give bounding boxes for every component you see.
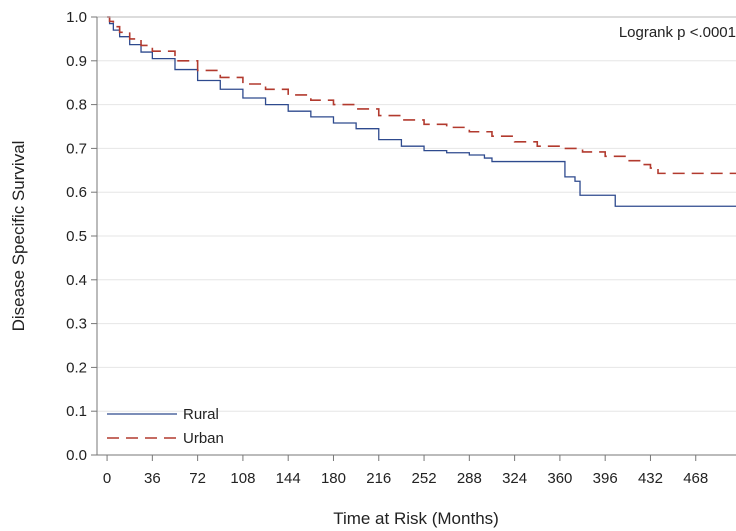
survival-curve-urban xyxy=(107,16,736,175)
x-tick-label: 288 xyxy=(457,470,482,487)
x-tick-label: 324 xyxy=(502,470,527,487)
legend-label-rural: Rural xyxy=(183,406,219,423)
y-tick-label: 0.0 xyxy=(66,447,87,464)
y-tick-label: 0.5 xyxy=(66,228,87,245)
y-tick-label: 0.6 xyxy=(66,184,87,201)
legend: Rural Urban xyxy=(107,406,224,447)
x-axis-ticks: 0 36 72 108 144 180 216 252 288 324 360 396 432 468 xyxy=(103,455,708,487)
y-tick-label: 0.3 xyxy=(66,316,87,333)
x-tick-label: 144 xyxy=(276,470,301,487)
x-axis-title: Time at Risk (Months) xyxy=(333,509,499,528)
gridlines xyxy=(97,60,736,412)
logrank-annotation: Logrank p <.0001 xyxy=(619,24,736,41)
x-tick-label: 72 xyxy=(189,470,206,487)
x-tick-label: 432 xyxy=(638,470,663,487)
y-tick-label: 0.1 xyxy=(66,403,87,420)
y-axis-ticks: 0.0 0.1 0.2 0.3 0.4 0.5 0.6 0.7 0.8 0.9 1.0 xyxy=(66,9,97,464)
x-tick-label: 180 xyxy=(321,470,346,487)
y-axis-title: Disease Specific Survival xyxy=(9,141,28,332)
y-tick-label: 0.9 xyxy=(66,53,87,70)
y-tick-label: 0.2 xyxy=(66,359,87,376)
survival-curve-rural xyxy=(107,16,736,207)
x-tick-label: 36 xyxy=(144,470,161,487)
x-tick-label: 360 xyxy=(547,470,572,487)
y-tick-label: 0.8 xyxy=(66,97,87,114)
x-tick-label: 0 xyxy=(103,470,111,487)
y-tick-label: 0.7 xyxy=(66,140,87,157)
x-tick-label: 252 xyxy=(412,470,437,487)
x-tick-label: 216 xyxy=(366,470,391,487)
x-tick-label: 396 xyxy=(593,470,618,487)
survival-curves xyxy=(107,16,736,207)
y-tick-label: 0.4 xyxy=(66,272,87,289)
legend-label-urban: Urban xyxy=(183,430,224,447)
x-tick-label: 108 xyxy=(230,470,255,487)
x-tick-label: 468 xyxy=(683,470,708,487)
y-tick-label: 1.0 xyxy=(66,9,87,26)
